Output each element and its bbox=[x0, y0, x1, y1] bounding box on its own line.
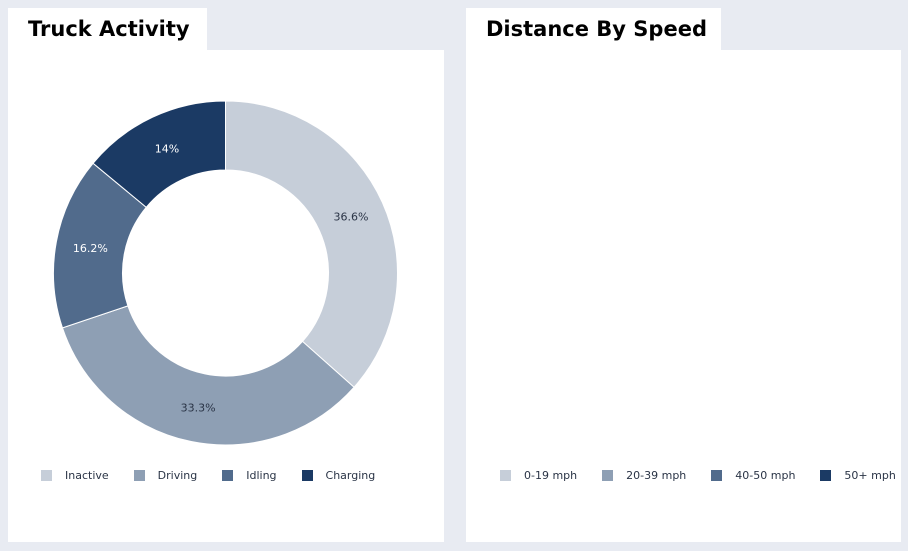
legend-label: 50+ mph bbox=[844, 469, 896, 482]
legend-item-0-19-mph[interactable]: 0-19 mph bbox=[500, 469, 577, 482]
legend-item-20-39-mph[interactable]: 20-39 mph bbox=[602, 469, 686, 482]
legend-swatch bbox=[222, 470, 234, 481]
legend-item-50-plus-mph[interactable]: 50+ mph bbox=[820, 469, 896, 482]
slice-label: 16.2% bbox=[73, 242, 108, 255]
slice-label: 36.6% bbox=[333, 211, 368, 224]
legend-item-inactive[interactable]: Inactive bbox=[41, 469, 109, 482]
distance-by-speed-legend: 0-19 mph 20-39 mph 40-50 mph 50+ mph bbox=[500, 469, 896, 482]
legend-item-40-50-mph[interactable]: 40-50 mph bbox=[711, 469, 795, 482]
slice-label: 33.3% bbox=[181, 402, 216, 415]
legend-label: Charging bbox=[325, 469, 376, 482]
legend-label: 40-50 mph bbox=[735, 469, 796, 482]
legend-swatch bbox=[301, 470, 313, 481]
legend-item-charging[interactable]: Charging bbox=[301, 469, 376, 482]
truck-activity-title: Truck Activity bbox=[8, 8, 207, 51]
legend-label: 0-19 mph bbox=[524, 469, 578, 482]
legend-item-idling[interactable]: Idling bbox=[222, 469, 277, 482]
donut-slice[interactable] bbox=[92, 100, 226, 208]
legend-swatch bbox=[133, 470, 145, 481]
distance-by-speed-title: Distance By Speed bbox=[466, 8, 721, 51]
legend-label: Inactive bbox=[65, 469, 109, 482]
donut-slice[interactable] bbox=[61, 305, 355, 446]
legend-item-driving[interactable]: Driving bbox=[133, 469, 198, 482]
legend-label: 20-39 mph bbox=[626, 469, 687, 482]
legend-swatch bbox=[820, 470, 832, 481]
legend-swatch bbox=[602, 470, 614, 481]
legend-label: Idling bbox=[246, 469, 277, 482]
legend-swatch bbox=[711, 470, 723, 481]
legend-label: Driving bbox=[157, 469, 198, 482]
donut-slice[interactable] bbox=[225, 100, 398, 388]
distance-by-speed-panel bbox=[466, 50, 901, 542]
truck-activity-legend: Inactive Driving Idling Charging bbox=[41, 469, 375, 482]
slice-label: 14% bbox=[155, 143, 179, 156]
legend-swatch bbox=[500, 470, 511, 481]
legend-swatch bbox=[41, 470, 52, 481]
